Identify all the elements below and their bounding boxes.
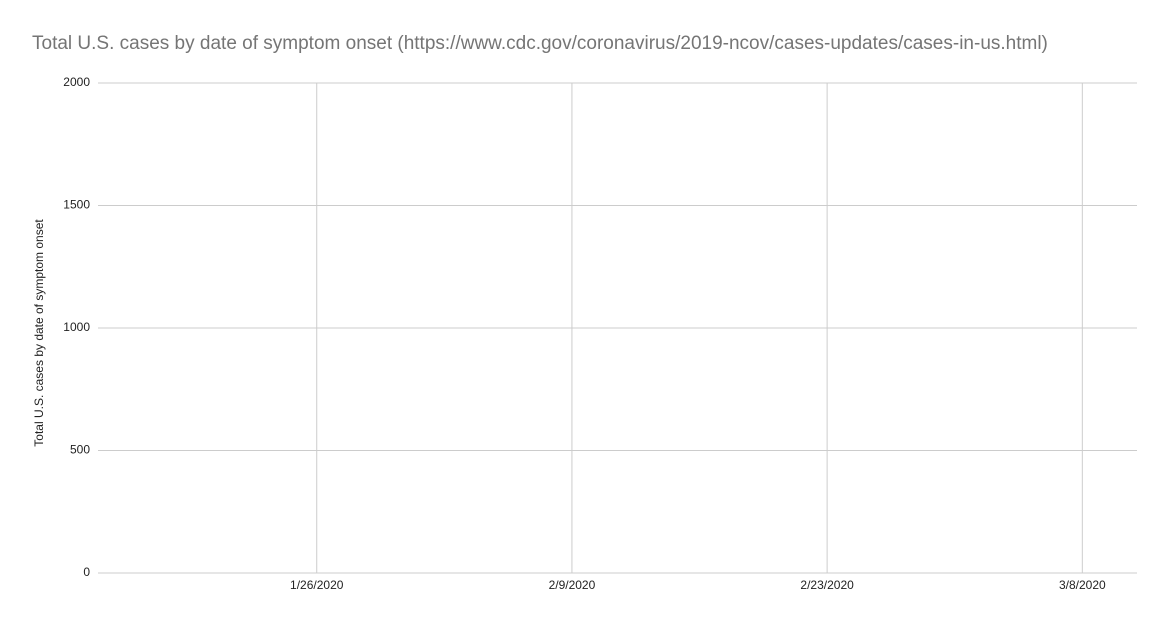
y-tick-label: 0 bbox=[83, 565, 90, 579]
chart-title: Total U.S. cases by date of symptom onse… bbox=[32, 33, 1048, 54]
y-axis-label: Total U.S. cases by date of symptom onse… bbox=[32, 219, 46, 447]
y-tick-label: 500 bbox=[70, 443, 90, 457]
x-tick-label: 1/26/2020 bbox=[290, 578, 344, 592]
x-tick-label: 3/8/2020 bbox=[1059, 578, 1106, 592]
y-tick-label: 1000 bbox=[63, 320, 90, 334]
y-tick-label: 1500 bbox=[63, 198, 90, 212]
y-tick-label: 2000 bbox=[63, 75, 90, 89]
x-tick-label: 2/23/2020 bbox=[800, 578, 854, 592]
x-tick-label: 2/9/2020 bbox=[549, 578, 596, 592]
